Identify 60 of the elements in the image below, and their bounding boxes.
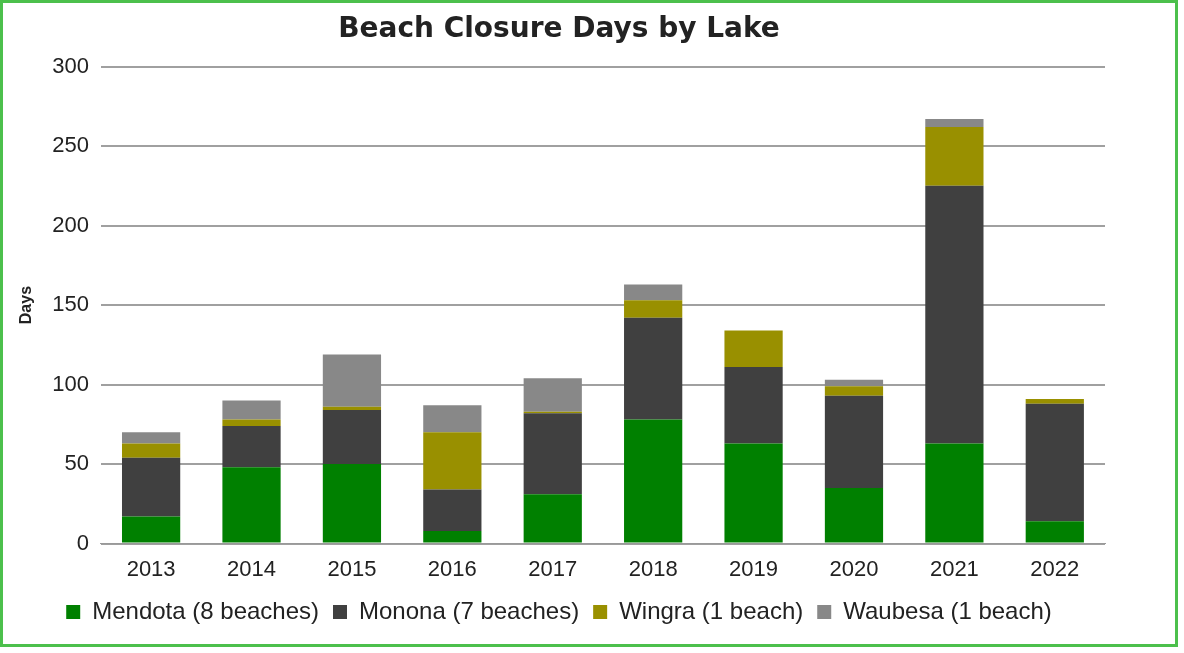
bar <box>121 432 181 444</box>
bar <box>724 367 783 444</box>
bar <box>824 395 884 488</box>
bar <box>624 300 683 318</box>
bar <box>1025 403 1084 522</box>
legend-label: Wingra (1 beach) <box>619 596 804 624</box>
bar <box>925 119 984 128</box>
bar <box>1025 398 1084 404</box>
bar <box>1025 521 1084 543</box>
bar <box>624 317 683 420</box>
y-tick-label: 0 <box>76 529 89 555</box>
x-tick-label: 2015 <box>327 555 377 581</box>
y-axis-title: Days <box>17 285 35 325</box>
bar <box>523 494 582 543</box>
bar <box>423 489 482 531</box>
y-tick-label: 50 <box>64 450 89 476</box>
bar <box>322 464 382 543</box>
legend-label: Mendota (8 beaches) <box>92 596 320 624</box>
bar <box>824 379 884 387</box>
bar <box>423 432 482 490</box>
bar <box>121 457 181 517</box>
bar <box>925 443 984 543</box>
bar <box>423 405 482 433</box>
chart-title: Beach Closure Days by Lake <box>338 11 780 45</box>
x-tick-label: 2020 <box>829 555 879 581</box>
bar <box>824 386 884 396</box>
bar <box>423 530 482 543</box>
legend-label: Waubesa (1 beach) <box>843 596 1052 624</box>
bar <box>222 419 281 426</box>
x-tick-label: 2019 <box>729 555 779 581</box>
bar <box>222 467 281 543</box>
bar <box>925 185 984 444</box>
bar <box>624 284 683 301</box>
legend-label: Monona (7 beaches) <box>359 596 580 624</box>
bar <box>322 406 382 411</box>
bar <box>121 443 181 458</box>
bar <box>724 443 783 543</box>
bar <box>523 378 582 412</box>
y-tick-label: 100 <box>52 370 89 396</box>
x-tick-label: 2017 <box>528 555 578 581</box>
bar <box>222 425 281 468</box>
bar <box>322 354 382 407</box>
y-tick-label: 300 <box>52 52 89 78</box>
bar <box>724 330 783 368</box>
bar <box>322 410 382 465</box>
x-tick-label: 2022 <box>1030 555 1080 581</box>
y-tick-label: 200 <box>52 211 89 237</box>
y-tick-label: 250 <box>52 132 89 158</box>
bar <box>222 400 281 420</box>
bar <box>925 127 984 186</box>
x-tick-label: 2016 <box>427 555 477 581</box>
bar <box>624 419 683 543</box>
y-tick-label: 150 <box>52 291 89 317</box>
bar <box>523 413 582 495</box>
x-tick-label: 2013 <box>126 555 176 581</box>
x-tick-label: 2014 <box>227 555 276 581</box>
bar <box>824 487 884 543</box>
x-tick-label: 2021 <box>929 555 979 581</box>
bar <box>121 516 181 543</box>
x-tick-label: 2018 <box>628 555 678 581</box>
